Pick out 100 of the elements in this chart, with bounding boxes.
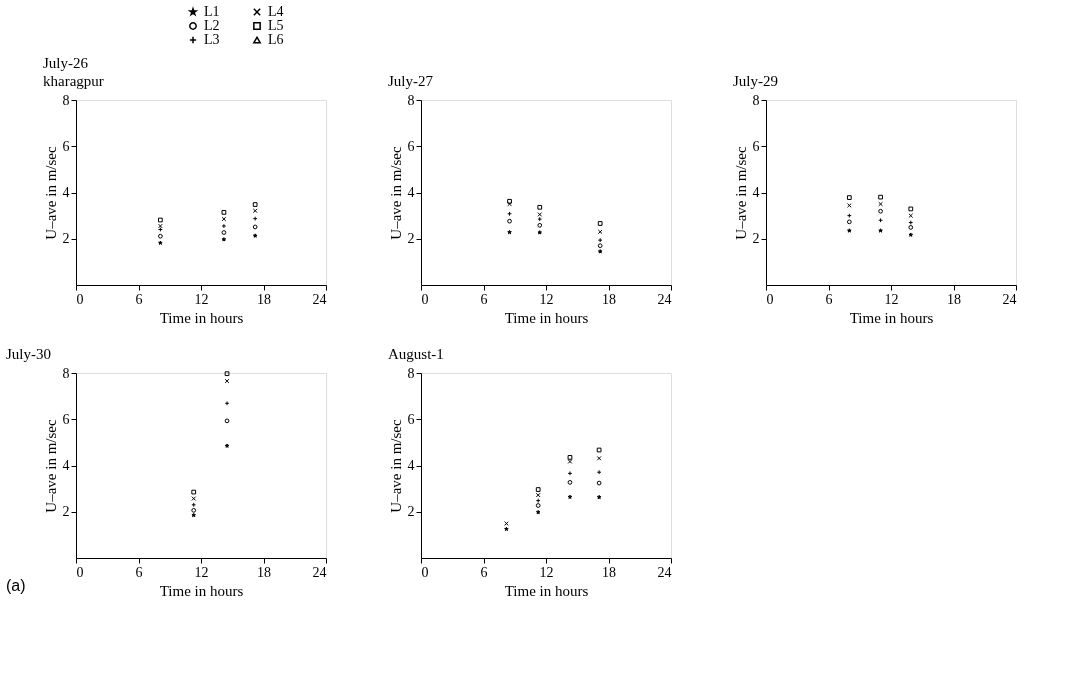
x-tick-label: 18	[257, 291, 271, 307]
legend-label: L3	[204, 32, 220, 47]
point	[221, 210, 227, 215]
point	[537, 204, 543, 210]
legend-label: L2	[204, 18, 220, 33]
chart-subtitle: kharagpur	[43, 73, 104, 89]
x-tick-label: 18	[257, 564, 271, 580]
x-tick-label: 0	[421, 564, 429, 580]
x-tick-label: 6	[480, 291, 488, 307]
x-axis-title: Time in hours	[504, 309, 589, 326]
point	[908, 225, 914, 230]
x-tick-label: 24	[312, 564, 327, 580]
y-tick-label: 4	[407, 185, 415, 200]
point	[252, 233, 258, 238]
y-tick-label: 8	[752, 92, 760, 108]
y-tick-label: 8	[407, 365, 415, 381]
point	[567, 459, 573, 464]
y-tick-label: 4	[62, 185, 70, 200]
chart-title: July-26	[43, 55, 89, 71]
y-axis-title: U–ave in m/sec	[42, 146, 59, 240]
point	[224, 443, 230, 448]
y-axis-title: U–ave in m/sec	[387, 419, 404, 513]
point	[597, 221, 603, 226]
y-tick-label: 2	[62, 504, 70, 520]
point	[567, 494, 573, 499]
x-axis-title: Time in hours	[504, 582, 589, 599]
x-tick-label: 0	[76, 564, 84, 580]
point	[535, 503, 541, 508]
chart-title: August-1	[388, 346, 444, 362]
x-tick-label: 24	[657, 291, 672, 307]
point	[878, 194, 883, 200]
point	[252, 202, 258, 207]
x-tick-label: 0	[766, 291, 774, 307]
point	[567, 455, 573, 460]
y-tick-label: 6	[407, 138, 415, 154]
point	[597, 243, 603, 249]
y-tick-label: 6	[62, 411, 70, 427]
x-tick-label: 6	[135, 291, 143, 307]
point	[535, 509, 541, 515]
x-tick-label: 6	[480, 564, 488, 580]
point	[224, 371, 230, 377]
x-tick-label: 12	[194, 564, 209, 580]
point	[596, 480, 602, 486]
y-tick-label: 8	[62, 92, 70, 108]
point	[504, 526, 509, 532]
point	[191, 489, 197, 495]
point	[221, 237, 227, 242]
x-tick-label: 24	[312, 291, 327, 307]
y-tick-label: 8	[62, 365, 70, 381]
y-tick-label: 2	[752, 231, 760, 247]
y-tick-label: 6	[62, 138, 70, 154]
x-tick-label: 12	[884, 291, 899, 307]
y-tick-label: 6	[407, 411, 415, 427]
y-tick-label: 4	[407, 458, 415, 473]
y-tick-label: 4	[62, 458, 70, 473]
y-tick-label: 6	[752, 138, 760, 154]
point	[846, 219, 852, 225]
x-tick-label: 18	[602, 564, 616, 580]
point	[597, 249, 603, 254]
point	[567, 480, 573, 485]
point	[507, 229, 512, 235]
point	[158, 233, 163, 239]
x-tick-label: 18	[947, 291, 961, 307]
x-tick-label: 18	[602, 291, 616, 307]
x-axis-title: Time in hours	[849, 309, 934, 326]
point	[221, 230, 227, 235]
legend-label: L1	[204, 4, 220, 19]
y-tick-label: 2	[407, 231, 415, 247]
point	[846, 203, 852, 208]
x-tick-label: 6	[825, 291, 833, 307]
x-axis-title: Time in hours	[159, 582, 244, 599]
point	[908, 232, 914, 237]
legend-label: L5	[268, 18, 284, 33]
y-axis-title: U–ave in m/sec	[42, 419, 59, 513]
legend-label: L6	[268, 32, 284, 47]
point	[537, 222, 543, 228]
point	[537, 212, 543, 217]
y-axis-title: U–ave in m/sec	[387, 146, 404, 240]
x-tick-label: 24	[657, 564, 672, 580]
point	[507, 218, 512, 224]
y-tick-label: 2	[407, 504, 415, 520]
legend-label: L4	[268, 4, 284, 19]
point	[158, 217, 163, 223]
point	[878, 228, 883, 233]
point	[878, 208, 883, 214]
point	[846, 195, 852, 200]
point	[537, 230, 543, 235]
x-tick-label: 24	[1002, 291, 1017, 307]
x-tick-label: 12	[194, 291, 209, 307]
y-axis-title: U–ave in m/sec	[732, 146, 749, 240]
x-tick-label: 12	[539, 291, 554, 307]
point	[878, 201, 883, 207]
x-tick-label: 12	[539, 564, 554, 580]
x-axis-title: Time in hours	[159, 309, 244, 326]
point	[535, 487, 541, 492]
point	[847, 228, 852, 233]
point	[224, 418, 230, 424]
x-tick-label: 6	[135, 564, 143, 580]
chart-title: July-30	[6, 346, 51, 362]
point	[908, 213, 914, 218]
